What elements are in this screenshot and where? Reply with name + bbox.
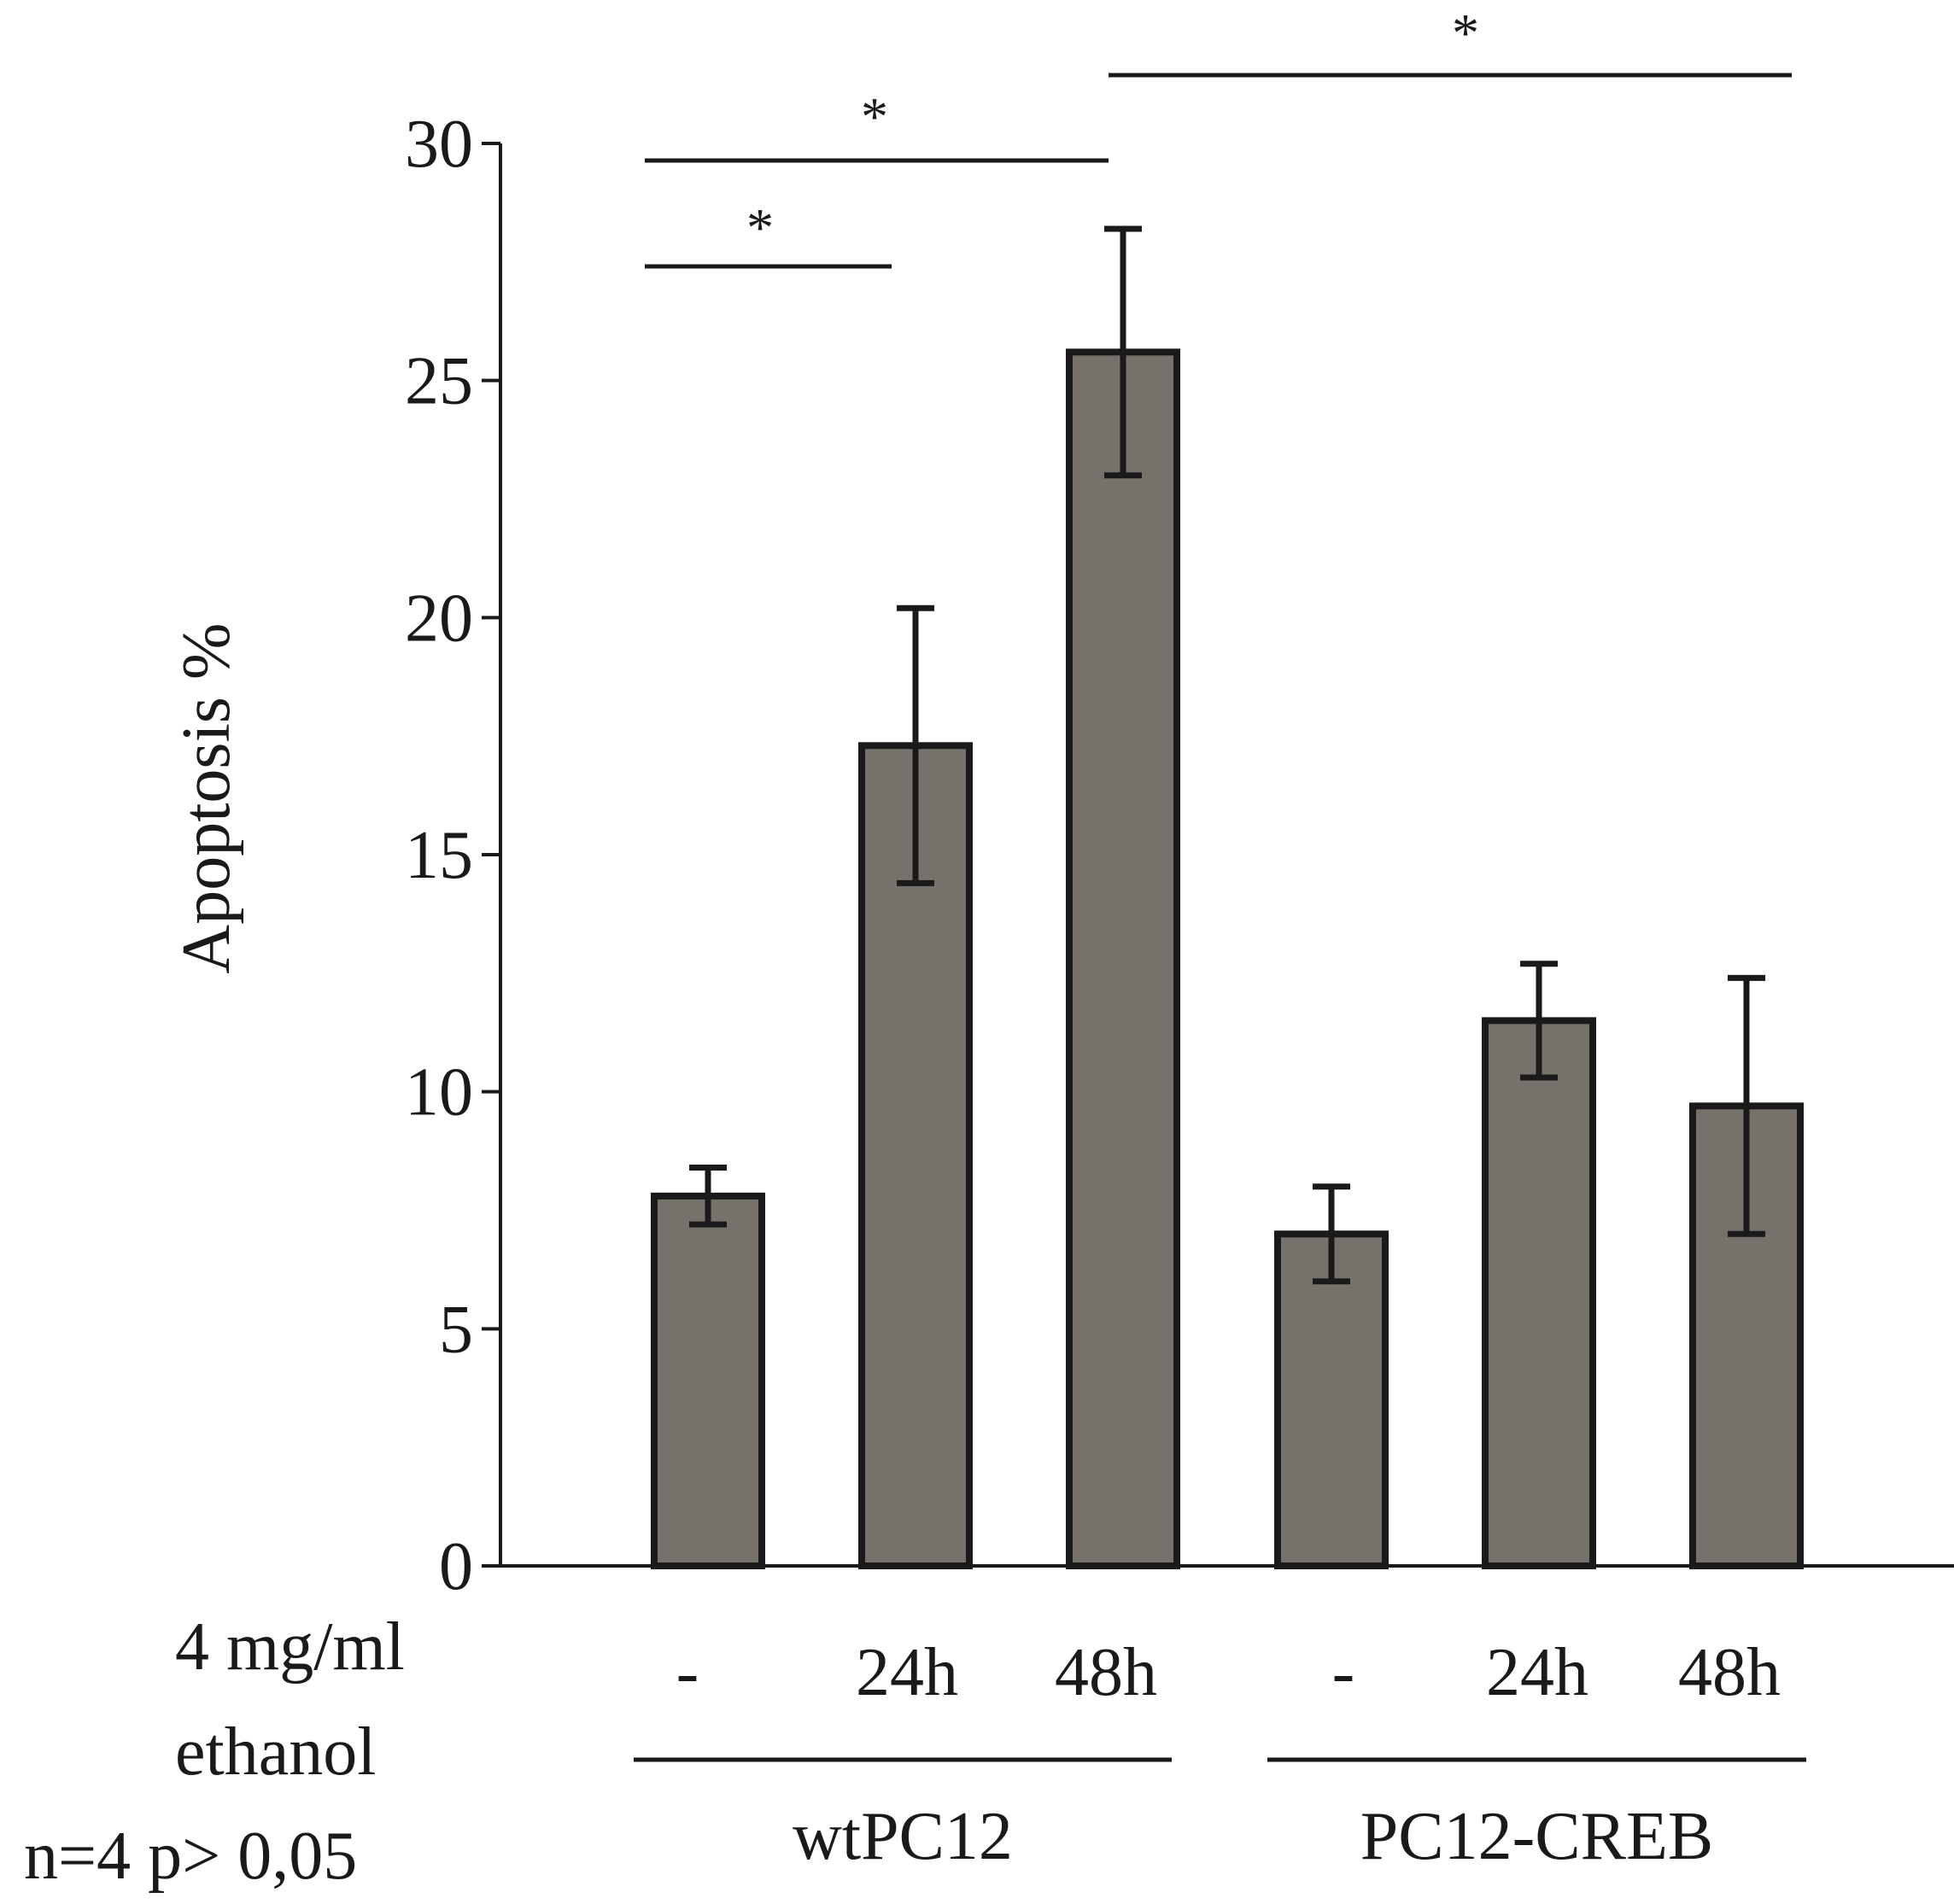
bars <box>651 225 1804 1570</box>
category-label: 24h <box>1486 1635 1588 1710</box>
group-label: wtPC12 <box>793 1799 1013 1874</box>
y-ticks: 0 5 10 15 20 25 30 <box>405 107 500 1604</box>
y-tick-label: 10 <box>405 1055 473 1130</box>
significance-star: * <box>861 86 888 147</box>
category-labels: - 24h 48h - 24h 48h <box>676 1635 1781 1710</box>
y-tick-label: 0 <box>439 1529 473 1604</box>
y-tick-label: 25 <box>405 344 473 419</box>
significance-star: * <box>746 197 774 258</box>
row-label-ethanol: ethanol <box>175 1714 376 1790</box>
bar <box>1482 1017 1596 1570</box>
category-label: 24h <box>856 1635 958 1710</box>
y-tick-label: 15 <box>405 818 473 893</box>
category-label: - <box>676 1635 699 1710</box>
category-label: 48h <box>1055 1635 1157 1710</box>
significance-brackets: * * * <box>645 3 1792 269</box>
category-label: - <box>1332 1635 1355 1710</box>
row-label-dose: 4 mg/ml <box>175 1609 405 1685</box>
y-tick-label: 30 <box>405 107 473 182</box>
significance-star: * <box>1452 3 1479 63</box>
bar <box>651 1192 765 1569</box>
y-axis-label: Apoptosis % <box>169 622 244 973</box>
stats-note: n=4 p> 0,05 <box>24 1819 357 1894</box>
y-tick-label: 20 <box>405 581 473 656</box>
bar <box>1066 348 1180 1569</box>
category-label: 48h <box>1678 1635 1781 1710</box>
y-tick-label: 5 <box>439 1292 473 1367</box>
group-labels: wtPC12 PC12-CREB <box>634 1757 1806 1874</box>
group-label: PC12-CREB <box>1360 1799 1713 1874</box>
